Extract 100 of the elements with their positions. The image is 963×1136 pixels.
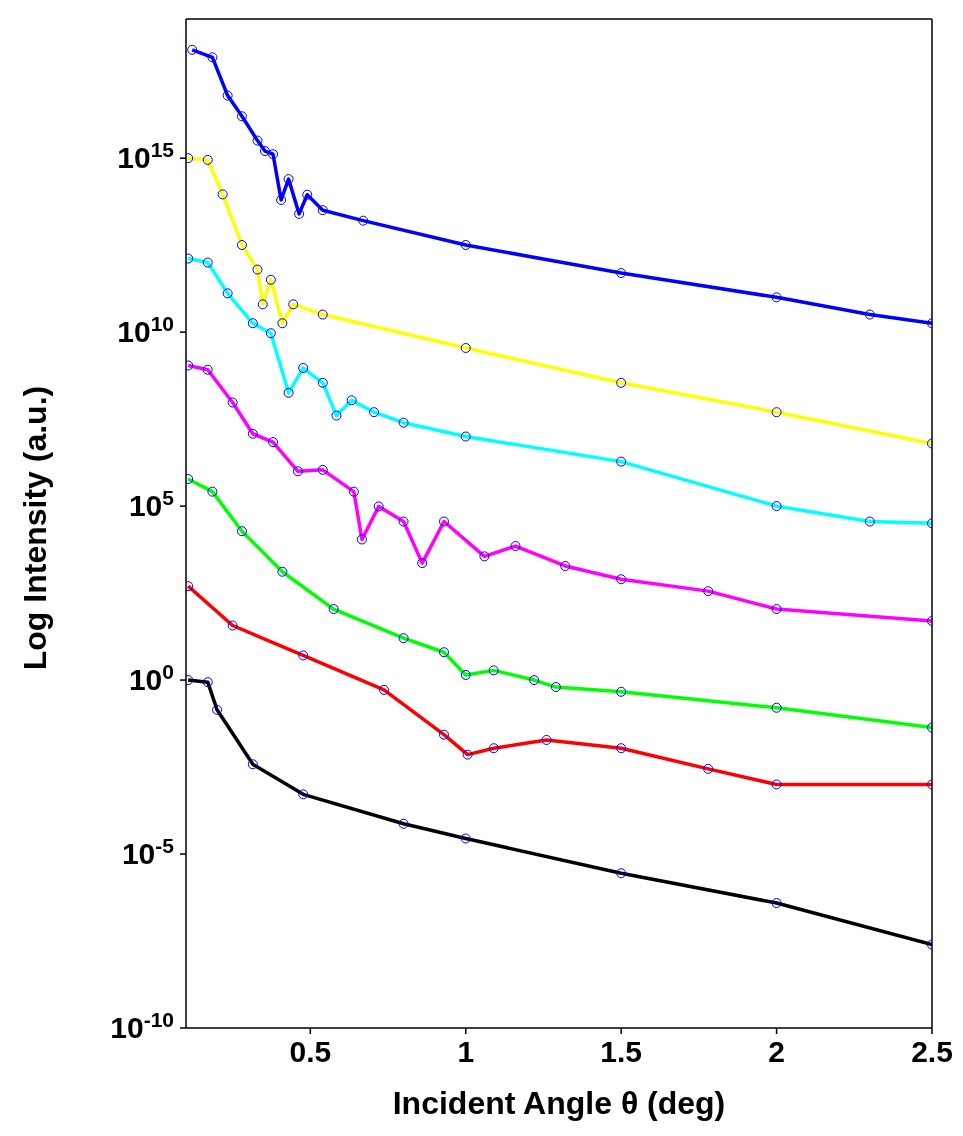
point (265, 328, 276, 339)
point (247, 428, 258, 439)
y-tick-label: 10$^{-10}$ (110, 1007, 174, 1044)
point (268, 437, 279, 448)
point (292, 466, 303, 477)
point (460, 343, 471, 353)
point (202, 677, 213, 688)
point (488, 743, 499, 754)
y-tick-label: 10$^{15}$ (117, 137, 175, 175)
point (356, 534, 367, 545)
point (346, 395, 357, 406)
point (771, 702, 782, 713)
point (541, 734, 552, 745)
y-tick-label: 10$^{0}$ (128, 659, 174, 697)
point (202, 154, 213, 165)
point (460, 669, 471, 680)
y-tick-label: 10$^{10}$ (117, 311, 174, 349)
point (550, 682, 561, 693)
point (247, 759, 258, 770)
point (257, 299, 268, 310)
point (252, 264, 263, 275)
point (259, 146, 270, 157)
point (771, 898, 782, 909)
point (222, 288, 233, 299)
point (277, 566, 288, 577)
point (207, 486, 218, 497)
point (276, 194, 287, 205)
point (771, 501, 782, 512)
point (398, 633, 409, 644)
point (398, 417, 409, 428)
point (460, 239, 471, 250)
point (771, 292, 782, 303)
point (616, 377, 627, 388)
x-tick-label: 0.5 (289, 1035, 332, 1068)
point (236, 111, 247, 122)
point (703, 586, 714, 597)
point (217, 189, 228, 200)
point (277, 318, 288, 329)
point (373, 501, 384, 512)
x-axis-title: Incident Angle θ (deg) (392, 1085, 726, 1121)
point (864, 309, 875, 320)
point (348, 486, 359, 497)
y-tick-label: 10$^{-5}$ (121, 833, 175, 871)
point (222, 90, 233, 101)
point (302, 189, 313, 200)
point (236, 239, 247, 250)
point (560, 560, 571, 571)
point (317, 464, 328, 475)
point (288, 299, 299, 310)
point (328, 604, 339, 615)
point (202, 364, 213, 375)
point (236, 526, 247, 537)
point (616, 574, 627, 585)
point (283, 387, 294, 398)
point (460, 833, 471, 844)
point (298, 363, 309, 374)
point (331, 410, 342, 421)
point (202, 257, 213, 268)
point (227, 620, 238, 631)
point (510, 541, 521, 552)
point (703, 763, 714, 774)
point (438, 647, 449, 658)
point (398, 516, 409, 527)
point (616, 868, 627, 879)
point (438, 729, 449, 740)
point (298, 650, 309, 661)
x-tick-label: 1.5 (600, 1035, 643, 1068)
x-tick-label: 1 (457, 1035, 475, 1068)
point (207, 52, 218, 63)
point (358, 215, 369, 226)
point (771, 779, 782, 790)
point (616, 456, 627, 467)
point (460, 431, 471, 442)
point (252, 135, 263, 146)
point (398, 818, 409, 829)
x-tick-label: 2 (768, 1035, 785, 1068)
point (771, 407, 782, 418)
point (529, 675, 540, 686)
y-axis-title: Log Intensity (a.u.) (17, 385, 53, 671)
point (462, 749, 473, 760)
point (187, 44, 198, 55)
point (227, 397, 238, 408)
point (265, 274, 276, 285)
point (317, 205, 328, 216)
point (247, 318, 258, 329)
y-tick-label: 10$^{5}$ (128, 485, 175, 523)
x-tick-label: 2.5 (911, 1035, 953, 1068)
point (864, 516, 875, 527)
point (317, 309, 328, 320)
point (771, 604, 782, 615)
point (317, 377, 328, 388)
point (379, 684, 389, 695)
point (616, 743, 627, 754)
point (488, 665, 499, 676)
point (616, 268, 627, 279)
point (479, 551, 490, 562)
point (298, 789, 309, 800)
point (438, 516, 449, 527)
point (369, 407, 380, 418)
point (417, 558, 428, 569)
